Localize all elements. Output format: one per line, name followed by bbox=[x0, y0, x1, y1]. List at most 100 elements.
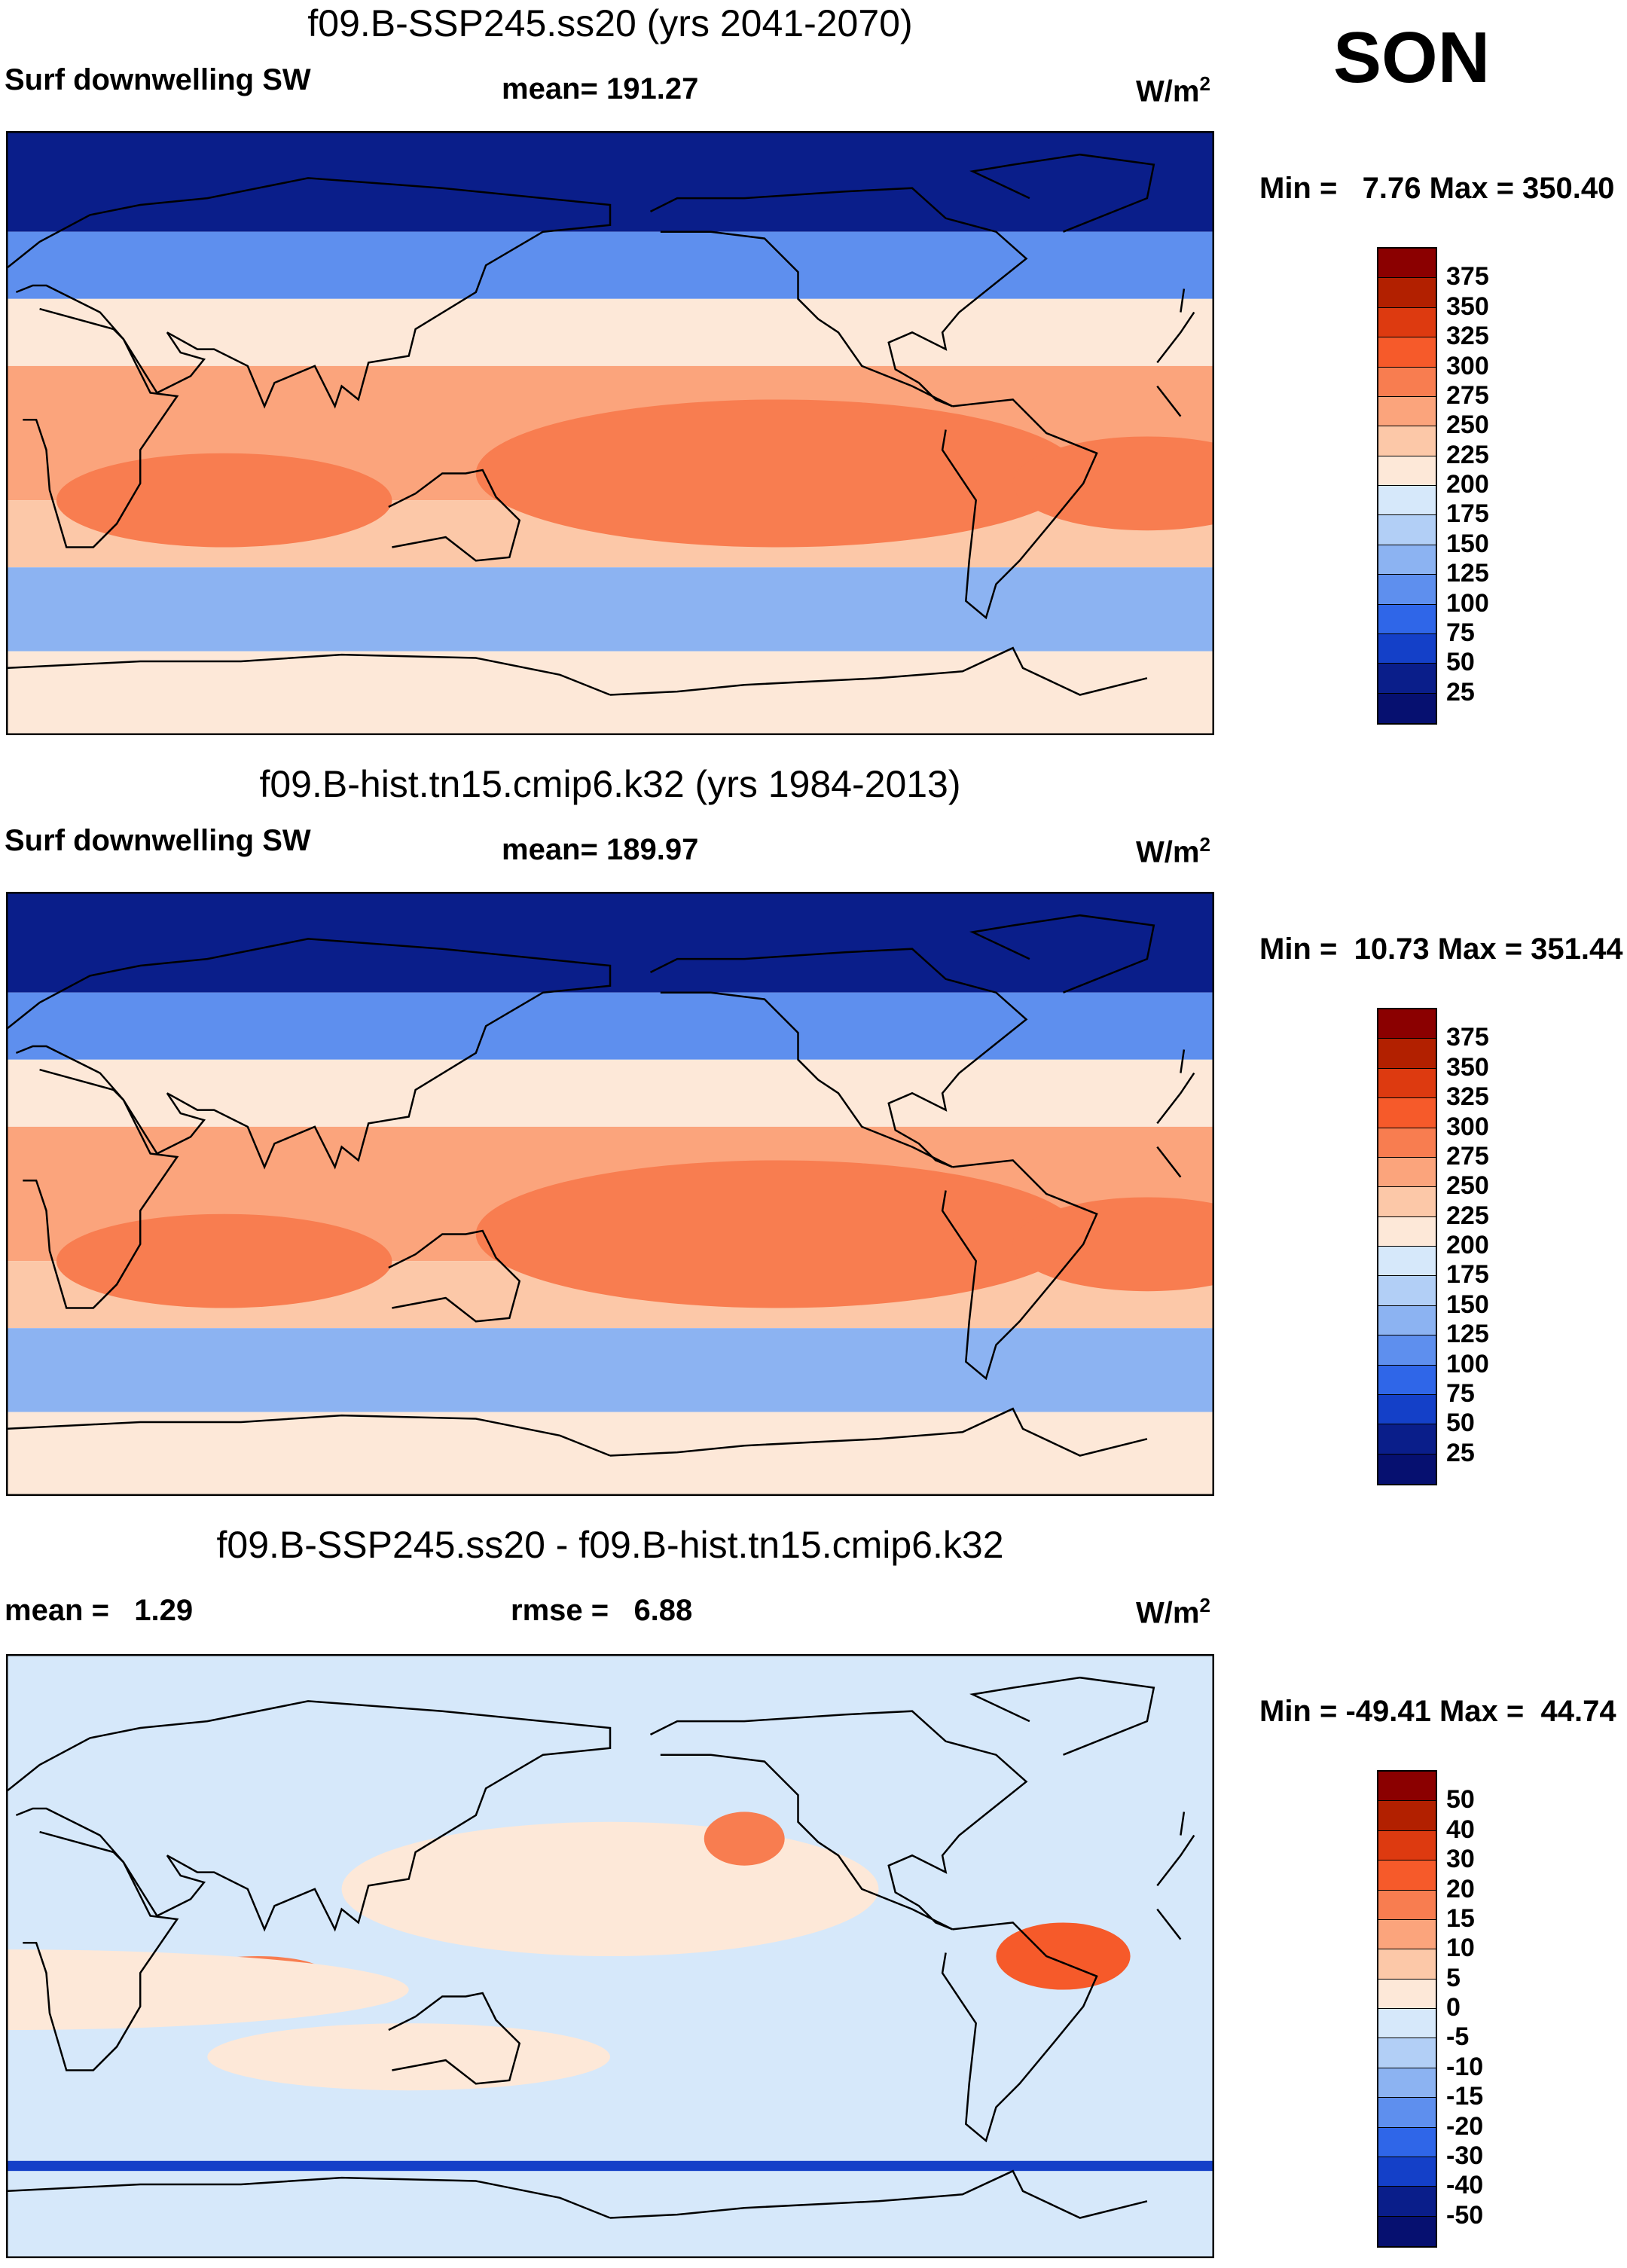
diff-blob-0 bbox=[341, 1821, 879, 1956]
colorbar-tick-label: 250 bbox=[1446, 1171, 1489, 1201]
colorbar-tick-label: -10 bbox=[1446, 2052, 1484, 2081]
season-label: SON bbox=[1333, 17, 1491, 98]
coastline-south-america bbox=[941, 1922, 1098, 2143]
colorbar-swatch bbox=[1378, 337, 1436, 368]
panel-3-map-svg bbox=[6, 1654, 1214, 2258]
colorbar-swatch bbox=[1378, 633, 1436, 664]
colorbar-tick-label: 150 bbox=[1446, 1290, 1489, 1319]
panel-1-map-svg bbox=[6, 131, 1214, 735]
colorbar-tick-label: 30 bbox=[1446, 1845, 1475, 1874]
colorbar-tick-label: 50 bbox=[1446, 648, 1475, 677]
colorbar-tick-label: 325 bbox=[1446, 322, 1489, 351]
colorbar-swatch bbox=[1378, 1801, 1436, 1831]
colorbar-swatch bbox=[1378, 1830, 1436, 1861]
colorbar-tick-label: 100 bbox=[1446, 1349, 1489, 1378]
colorbar-swatch bbox=[1378, 486, 1436, 516]
panel-3-min-max: Min = -49.41 Max = 44.74 bbox=[1259, 1695, 1616, 1728]
colorbar-swatch bbox=[1378, 1919, 1436, 1950]
coastline-eurasia bbox=[6, 1700, 1186, 1932]
colorbar-swatch bbox=[1378, 307, 1436, 338]
colorbar-tick-label: -30 bbox=[1446, 2141, 1484, 2170]
colorbar-tick-label: 125 bbox=[1446, 1320, 1489, 1349]
map-frame bbox=[6, 892, 1214, 1496]
colorbar-swatch bbox=[1378, 1216, 1436, 1247]
panel-2-units: W/m2 bbox=[1136, 833, 1210, 869]
colorbar-tick-label: 200 bbox=[1446, 1231, 1489, 1259]
diff-blob-4 bbox=[6, 1949, 409, 2031]
colorbar-swatch bbox=[1378, 2187, 1436, 2217]
colorbar-tick-label: 75 bbox=[1446, 1378, 1475, 1408]
colorbar-tick-label: 20 bbox=[1446, 1874, 1475, 1903]
coastline-greenland bbox=[969, 914, 1155, 994]
colorbar-tick-label: -15 bbox=[1446, 2082, 1484, 2111]
panel-3-mean-label: mean = 1.29 bbox=[5, 1594, 194, 1627]
coastline-australia bbox=[388, 469, 521, 562]
panel-1-min-max: Min = 7.76 Max = 350.40 bbox=[1259, 172, 1615, 205]
colorbar-swatch bbox=[1378, 2216, 1436, 2246]
panel-3-rmse-label: rmse = 6.88 bbox=[511, 1594, 693, 1627]
colorbar-swatch bbox=[1378, 2098, 1436, 2128]
colorbar-tick-label: 5 bbox=[1446, 1963, 1461, 1992]
colorbar-swatch bbox=[1378, 604, 1436, 634]
colorbar-tick-label: 225 bbox=[1446, 1201, 1489, 1230]
panel-2-min-max: Min = 10.73 Max = 351.44 bbox=[1259, 933, 1623, 966]
coastline-north-america bbox=[649, 948, 1028, 1168]
coastline-eurasia bbox=[6, 938, 1186, 1170]
colorbar-tick-label: 125 bbox=[1446, 559, 1489, 588]
colorbar-swatch bbox=[1378, 1424, 1436, 1455]
coastline-greenland bbox=[969, 153, 1155, 233]
colorbar-swatch bbox=[1378, 456, 1436, 486]
colorbar-swatch bbox=[1378, 1979, 1436, 2009]
colorbar-tick-label: 25 bbox=[1446, 1438, 1475, 1467]
coastline-antarctica bbox=[6, 1407, 1148, 1457]
zonal-band-6 bbox=[6, 1412, 1214, 1496]
colorbar-tick-label: 275 bbox=[1446, 1141, 1489, 1171]
colorbar-swatch bbox=[1378, 249, 1436, 279]
zonal-band-2 bbox=[6, 298, 1214, 366]
colorbar-swatch bbox=[1378, 1305, 1436, 1336]
panel-1-mean-label: mean= 191.27 bbox=[502, 72, 699, 105]
field-max-0 bbox=[475, 399, 1080, 548]
colorbar-swatch bbox=[1378, 1039, 1436, 1069]
colorbar-tick-label: 0 bbox=[1446, 1993, 1461, 2022]
colorbar-tick-label: -40 bbox=[1446, 2171, 1484, 2200]
colorbar-swatch bbox=[1378, 1772, 1436, 1802]
colorbar-tick-label: 175 bbox=[1446, 1260, 1489, 1290]
coastline-australia bbox=[388, 1992, 521, 2085]
colorbar-swatch bbox=[1378, 664, 1436, 694]
colorbar-tick-label: 350 bbox=[1446, 292, 1489, 321]
colorbar-tick-label: 300 bbox=[1446, 1112, 1489, 1141]
zonal-band-2 bbox=[6, 1059, 1214, 1127]
colorbar-tick-label: 350 bbox=[1446, 1052, 1489, 1082]
panel-3-map bbox=[6, 1654, 1214, 2258]
colorbar-tick-label: 150 bbox=[1446, 529, 1489, 558]
coastline-africa bbox=[23, 307, 1195, 548]
colorbar-swatch bbox=[1378, 1860, 1436, 1891]
panel-1-map bbox=[6, 131, 1214, 735]
panel-2-colorbar bbox=[1377, 1008, 1437, 1485]
colorbar-tick-label: 375 bbox=[1446, 262, 1489, 292]
colorbar-tick-label: 300 bbox=[1446, 351, 1489, 380]
colorbar-swatch bbox=[1378, 515, 1436, 545]
colorbar-swatch bbox=[1378, 278, 1436, 308]
coastline-australia bbox=[388, 1229, 521, 1323]
colorbar-swatch bbox=[1378, 1187, 1436, 1217]
diff-blob-5 bbox=[207, 2023, 610, 2091]
diff-blob-1 bbox=[704, 1812, 785, 1866]
coastline-africa bbox=[23, 1068, 1195, 1309]
colorbar-tick-label: 250 bbox=[1446, 411, 1489, 440]
colorbar-swatch bbox=[1378, 1454, 1436, 1484]
colorbar-tick-label: 100 bbox=[1446, 588, 1489, 618]
colorbar-swatch bbox=[1378, 426, 1436, 456]
colorbar-swatch bbox=[1378, 2009, 1436, 2039]
colorbar-tick-label: 40 bbox=[1446, 1815, 1475, 1844]
coastline-eurasia bbox=[6, 177, 1186, 409]
colorbar-swatch bbox=[1378, 1276, 1436, 1306]
coastline-south-america bbox=[941, 1159, 1098, 1381]
map-frame bbox=[6, 131, 1214, 735]
zonal-band-1 bbox=[6, 231, 1214, 299]
colorbar-tick-label: 275 bbox=[1446, 380, 1489, 410]
colorbar-tick-label: 25 bbox=[1446, 677, 1475, 707]
colorbar-swatch bbox=[1378, 1365, 1436, 1395]
panel-3-title: f09.B-SSP245.ss20 - f09.B-hist.tn15.cmip… bbox=[216, 1524, 1004, 1566]
